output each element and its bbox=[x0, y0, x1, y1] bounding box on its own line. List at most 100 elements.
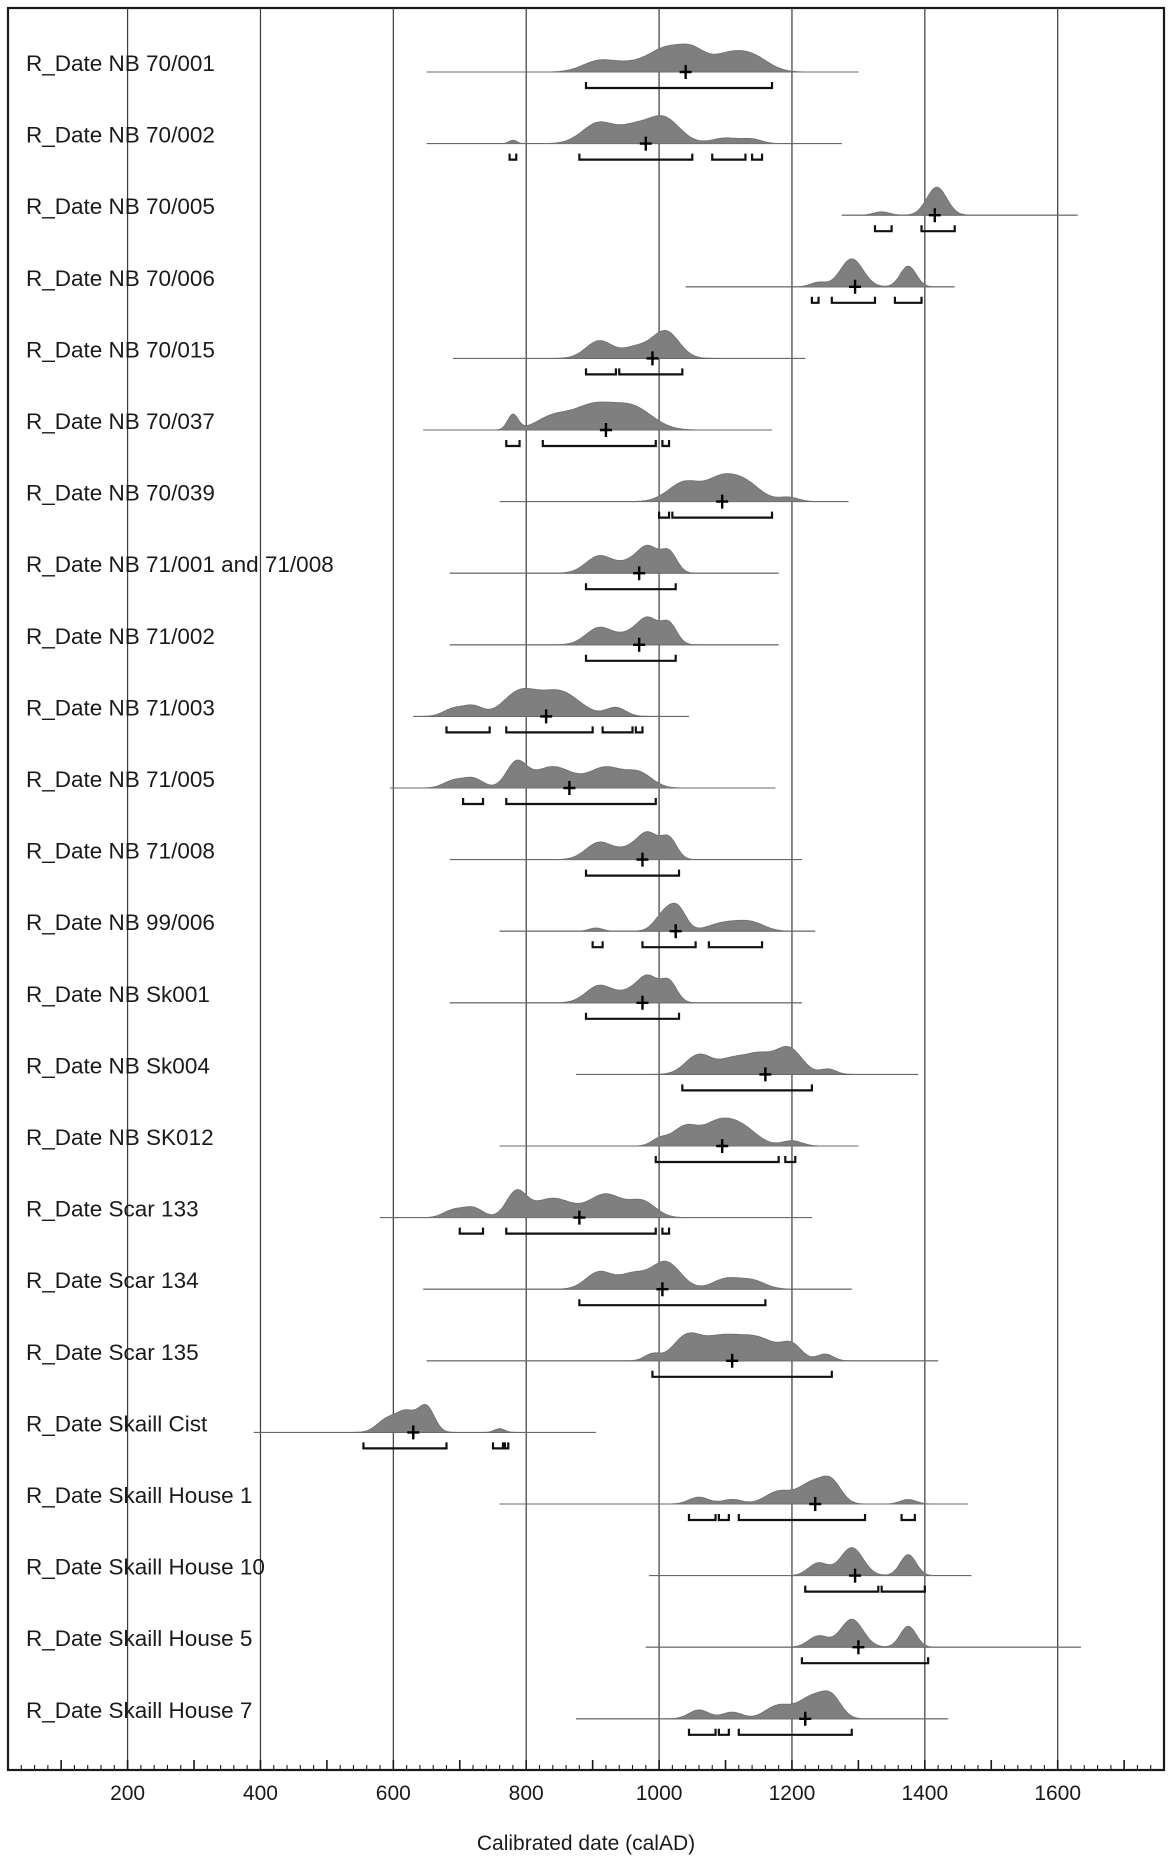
x-axis-title: Calibrated date (calAD) bbox=[477, 1832, 695, 1855]
hpd-range-bracket bbox=[784, 1156, 797, 1164]
hpd-range-bracket bbox=[893, 296, 923, 304]
hpd-range-bracket bbox=[584, 1012, 681, 1020]
hpd-range-bracket bbox=[578, 1299, 767, 1307]
row-label: R_Date NB 71/001 and 71/008 bbox=[26, 552, 334, 577]
median-marker bbox=[639, 136, 652, 151]
row-4: R_Date NB 70/006 bbox=[26, 258, 955, 304]
probability-distribution bbox=[499, 1117, 859, 1147]
row-label: R_Date NB 70/001 bbox=[26, 51, 215, 76]
median-marker bbox=[809, 1497, 822, 1511]
probability-distribution bbox=[426, 1332, 939, 1362]
hpd-range-bracket bbox=[458, 1227, 485, 1235]
probability-distribution bbox=[499, 1475, 968, 1505]
median-marker bbox=[849, 1568, 862, 1583]
hpd-range-bracket bbox=[711, 153, 747, 161]
x-tick-label: 200 bbox=[110, 1782, 145, 1805]
x-tick-label: 800 bbox=[509, 1782, 544, 1805]
hpd-range-bracket bbox=[584, 869, 681, 877]
probability-distribution bbox=[413, 688, 689, 717]
median-marker bbox=[540, 709, 553, 724]
probability-distribution bbox=[685, 258, 955, 288]
hpd-range-bracket bbox=[810, 296, 820, 304]
row-2: R_Date NB 70/002 bbox=[26, 115, 842, 161]
hpd-range-bracket bbox=[830, 296, 877, 304]
x-tick-label: 1600 bbox=[1034, 1782, 1081, 1805]
probability-distribution bbox=[449, 616, 779, 646]
hpd-range-bracket bbox=[584, 654, 677, 662]
median-marker bbox=[669, 924, 682, 939]
row-label: R_Date NB Sk004 bbox=[26, 1053, 210, 1078]
median-marker bbox=[633, 566, 646, 581]
hpd-range-bracket bbox=[491, 1442, 505, 1450]
hpd-range-bracket bbox=[737, 1514, 867, 1522]
row-label: R_Date Skaill House 5 bbox=[26, 1626, 252, 1651]
row-23: R_Date Skaill House 5 bbox=[26, 1618, 1081, 1665]
probability-distribution bbox=[423, 1260, 852, 1290]
hpd-range-bracket bbox=[661, 1227, 671, 1235]
hpd-range-bracket bbox=[737, 1728, 853, 1736]
median-marker bbox=[599, 423, 612, 437]
row-5: R_Date NB 70/015 bbox=[26, 329, 806, 376]
hpd-range-bracket bbox=[804, 1585, 880, 1593]
distribution-rows: R_Date NB 70/001 R_Date NB 70/002 R_Date N… bbox=[26, 43, 1081, 1736]
row-label: R_Date NB 71/008 bbox=[26, 839, 215, 864]
hpd-range-bracket bbox=[362, 1442, 448, 1450]
row-14: R_Date NB Sk001 bbox=[26, 974, 802, 1020]
probability-distribution bbox=[253, 1403, 596, 1433]
row-label: R_Date Skaill Cist bbox=[26, 1411, 208, 1436]
probability-distribution bbox=[649, 1547, 972, 1576]
median-marker bbox=[928, 208, 941, 223]
median-marker bbox=[716, 1139, 729, 1153]
median-marker bbox=[852, 1640, 865, 1655]
hpd-range-bracket bbox=[717, 1728, 730, 1736]
row-13: R_Date NB 99/006 bbox=[26, 902, 816, 949]
row-1: R_Date NB 70/001 bbox=[26, 43, 859, 90]
hpd-range-bracket bbox=[584, 583, 677, 591]
median-marker bbox=[656, 1282, 669, 1297]
hpd-range-bracket bbox=[641, 941, 697, 949]
probability-distribution bbox=[423, 401, 772, 431]
row-22: R_Date Skaill House 10 bbox=[26, 1547, 972, 1593]
median-marker bbox=[646, 351, 659, 366]
row-9: R_Date NB 71/002 bbox=[26, 616, 779, 662]
hpd-range-bracket bbox=[505, 1227, 657, 1235]
probability-distribution bbox=[453, 329, 806, 359]
row-21: R_Date Skaill House 1 bbox=[26, 1475, 969, 1522]
hpd-range-bracket bbox=[800, 1657, 930, 1665]
row-label: R_Date Skaill House 1 bbox=[26, 1483, 252, 1508]
hpd-range-bracket bbox=[873, 225, 893, 233]
probability-distribution bbox=[449, 544, 779, 574]
median-marker bbox=[636, 995, 649, 1010]
median-marker bbox=[636, 852, 649, 867]
probability-distribution bbox=[841, 186, 1078, 216]
probability-distribution bbox=[449, 974, 802, 1004]
row-label: R_Date Scar 135 bbox=[26, 1340, 199, 1365]
hpd-range-bracket bbox=[657, 511, 671, 519]
median-marker bbox=[633, 637, 646, 652]
row-label: R_Date NB 71/002 bbox=[26, 624, 215, 649]
row-19: R_Date Scar 135 bbox=[26, 1332, 939, 1378]
row-label: R_Date Skaill House 7 bbox=[26, 1698, 252, 1723]
median-marker bbox=[679, 65, 692, 79]
hpd-range-bracket bbox=[681, 1084, 813, 1092]
median-marker bbox=[716, 494, 729, 509]
row-label: R_Date Scar 134 bbox=[26, 1268, 199, 1293]
row-label: R_Date NB 70/015 bbox=[26, 337, 215, 362]
row-label: R_Date NB 70/037 bbox=[26, 409, 215, 434]
hpd-range-bracket bbox=[634, 726, 644, 734]
row-11: R_Date NB 71/005 bbox=[26, 759, 776, 806]
hpd-range-bracket bbox=[920, 225, 956, 233]
hpd-range-bracket bbox=[505, 440, 521, 448]
row-16: R_Date NB SK012 bbox=[26, 1117, 859, 1164]
probability-distribution bbox=[576, 1046, 919, 1075]
probability-distribution bbox=[426, 43, 859, 73]
row-8: R_Date NB 71/001 and 71/008 bbox=[26, 544, 779, 591]
median-marker bbox=[726, 1353, 739, 1368]
hpd-range-bracket bbox=[541, 440, 657, 448]
x-tick-label: 1000 bbox=[636, 1782, 683, 1805]
hpd-range-bracket bbox=[584, 82, 774, 90]
hpd-range-bracket bbox=[687, 1728, 717, 1736]
probability-distribution bbox=[645, 1618, 1081, 1648]
